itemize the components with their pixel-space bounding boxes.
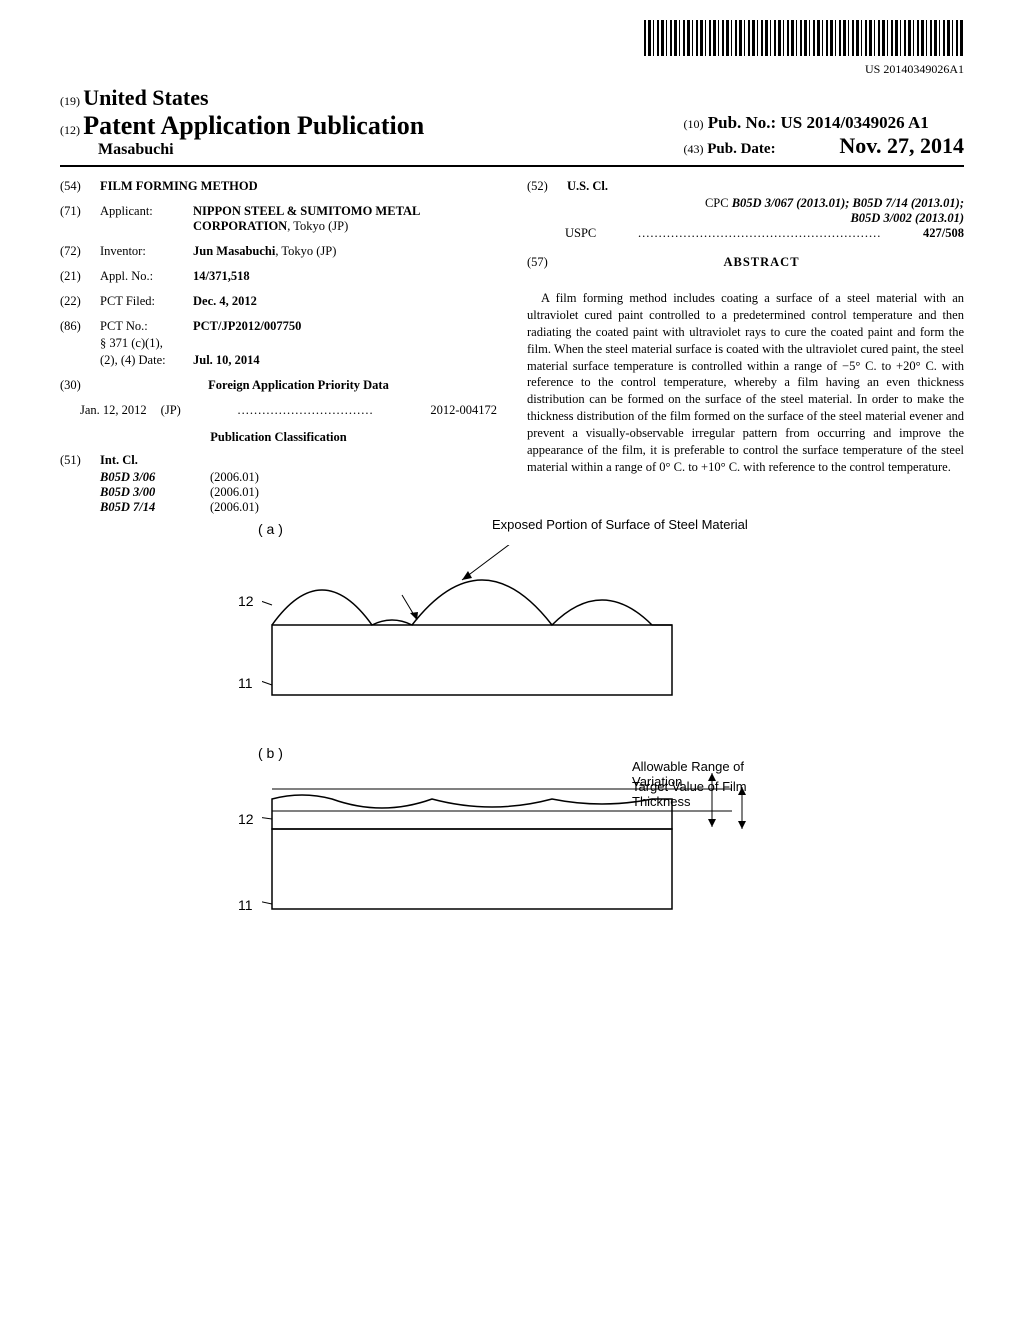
pub-no-label: Pub. No.:: [708, 113, 776, 132]
barcode-number: US 20140349026A1: [60, 62, 964, 77]
intcl-code: B05D 7/14: [100, 500, 210, 515]
inventor-name: Jun Masabuchi: [193, 244, 275, 258]
figures-area: ( a ) Exposed Portion of Surface of Stee…: [60, 545, 964, 933]
pct-no-label: PCT No.:: [100, 319, 185, 334]
barcode-region: [60, 20, 964, 60]
intcl-year: (2006.01): [210, 485, 259, 500]
pub-tag: (12): [60, 123, 80, 137]
abstract-text: A film forming method includes coating a…: [527, 290, 964, 476]
uscl-num: (52): [527, 179, 559, 194]
pct-filed-num: (22): [60, 294, 92, 309]
pub-date-tag: (43): [683, 142, 703, 156]
inventor-value: Jun Masabuchi, Tokyo (JP): [193, 244, 497, 259]
pub-date-label: Pub. Date:: [707, 141, 775, 157]
foreign-date: Jan. 12, 2012: [80, 403, 147, 418]
biblio-columns: (54) FILM FORMING METHOD (71) Applicant:…: [60, 179, 964, 515]
uspc-val: 427/508: [923, 226, 964, 241]
cpc-codes-2: B05D 3/002 (2013.01): [565, 211, 964, 226]
intcl-row: B05D 3/00 (2006.01): [100, 485, 497, 500]
publication-type: Patent Application Publication: [83, 111, 424, 140]
figure-b: ( b ) Allowable Range of Variation Targe…: [262, 769, 762, 933]
s371-label: § 371 (c)(1),: [100, 336, 497, 351]
figure-b-callout-2: Target Value of Film Thickness: [632, 779, 762, 809]
foreign-num: (30): [60, 378, 92, 393]
invention-title: FILM FORMING METHOD: [100, 179, 258, 194]
figure-a-label: ( a ): [258, 521, 283, 537]
cpc-label: CPC: [705, 196, 729, 210]
figure-b-ref-11: 11: [238, 897, 253, 913]
figure-a-ref-12: 12: [238, 593, 254, 609]
pct-no-val: PCT/JP2012/007750: [193, 319, 301, 334]
author-header: Masabuchi: [98, 141, 683, 159]
intcl-num: (51): [60, 453, 92, 468]
intcl-code: B05D 3/06: [100, 470, 210, 485]
pct-no-num: (86): [60, 319, 92, 334]
intcl-row: B05D 7/14 (2006.01): [100, 500, 497, 515]
figure-a: ( a ) Exposed Portion of Surface of Stee…: [262, 545, 762, 709]
intcl-row: B05D 3/06 (2006.01): [100, 470, 497, 485]
pct-filed-label: PCT Filed:: [100, 294, 185, 309]
figure-b-label: ( b ): [258, 745, 283, 761]
header-right: (10) Pub. No.: US 2014/0349026 A1 (43) P…: [683, 113, 964, 159]
applicant-value: NIPPON STEEL & SUMITOMO METAL CORPORATIO…: [193, 204, 497, 234]
intcl-year: (2006.01): [210, 470, 259, 485]
intcl-label: Int. Cl.: [100, 453, 138, 468]
abstract-label: ABSTRACT: [559, 255, 964, 270]
foreign-country: (JP): [161, 403, 181, 418]
appl-num-tag: (21): [60, 269, 92, 284]
figure-a-ref-11: 11: [238, 675, 253, 691]
leader-dots: .................................: [181, 403, 431, 418]
figure-b-ref-12: 12: [238, 811, 254, 827]
header: (19) United States (12) Patent Applicati…: [60, 85, 964, 159]
title-num: (54): [60, 179, 92, 194]
appl-label: Appl. No.:: [100, 269, 185, 284]
foreign-title: Foreign Application Priority Data: [100, 378, 497, 393]
leader-dots: ........................................…: [596, 226, 923, 241]
applicant-loc: , Tokyo (JP): [287, 219, 348, 233]
inventor-label: Inventor:: [100, 244, 185, 259]
pct-filed-val: Dec. 4, 2012: [193, 294, 257, 309]
s371-date-label: (2), (4) Date:: [100, 353, 185, 368]
left-column: (54) FILM FORMING METHOD (71) Applicant:…: [60, 179, 497, 515]
uscl-label: U.S. Cl.: [567, 179, 608, 194]
intcl-code: B05D 3/00: [100, 485, 210, 500]
figure-a-svg: [262, 545, 682, 705]
pub-class-title: Publication Classification: [60, 430, 497, 445]
cpc-line: CPC B05D 3/067 (2013.01); B05D 7/14 (201…: [565, 196, 964, 211]
header-divider: [60, 165, 964, 167]
barcode-graphic: [644, 20, 964, 56]
pub-no: US 2014/0349026 A1: [780, 113, 928, 132]
inventor-num: (72): [60, 244, 92, 259]
intcl-year: (2006.01): [210, 500, 259, 515]
country-tag: (19): [60, 94, 80, 108]
s371-date-val: Jul. 10, 2014: [193, 353, 260, 368]
cpc-codes-1: B05D 3/067 (2013.01); B05D 7/14 (2013.01…: [732, 196, 964, 210]
pub-date: Nov. 27, 2014: [839, 133, 964, 158]
right-column: (52) U.S. Cl. CPC B05D 3/067 (2013.01); …: [527, 179, 964, 515]
figure-a-callout: Exposed Portion of Surface of Steel Mate…: [492, 517, 748, 532]
abstract-num: (57): [527, 255, 559, 280]
inventor-loc: , Tokyo (JP): [275, 244, 336, 258]
country: United States: [83, 85, 208, 110]
foreign-app: 2012-004172: [430, 403, 497, 418]
applicant-num: (71): [60, 204, 92, 219]
appl-val: 14/371,518: [193, 269, 250, 284]
uspc-label: USPC: [565, 226, 596, 241]
header-left: (19) United States (12) Patent Applicati…: [60, 85, 683, 159]
pub-no-tag: (10): [683, 117, 703, 131]
applicant-label: Applicant:: [100, 204, 185, 219]
